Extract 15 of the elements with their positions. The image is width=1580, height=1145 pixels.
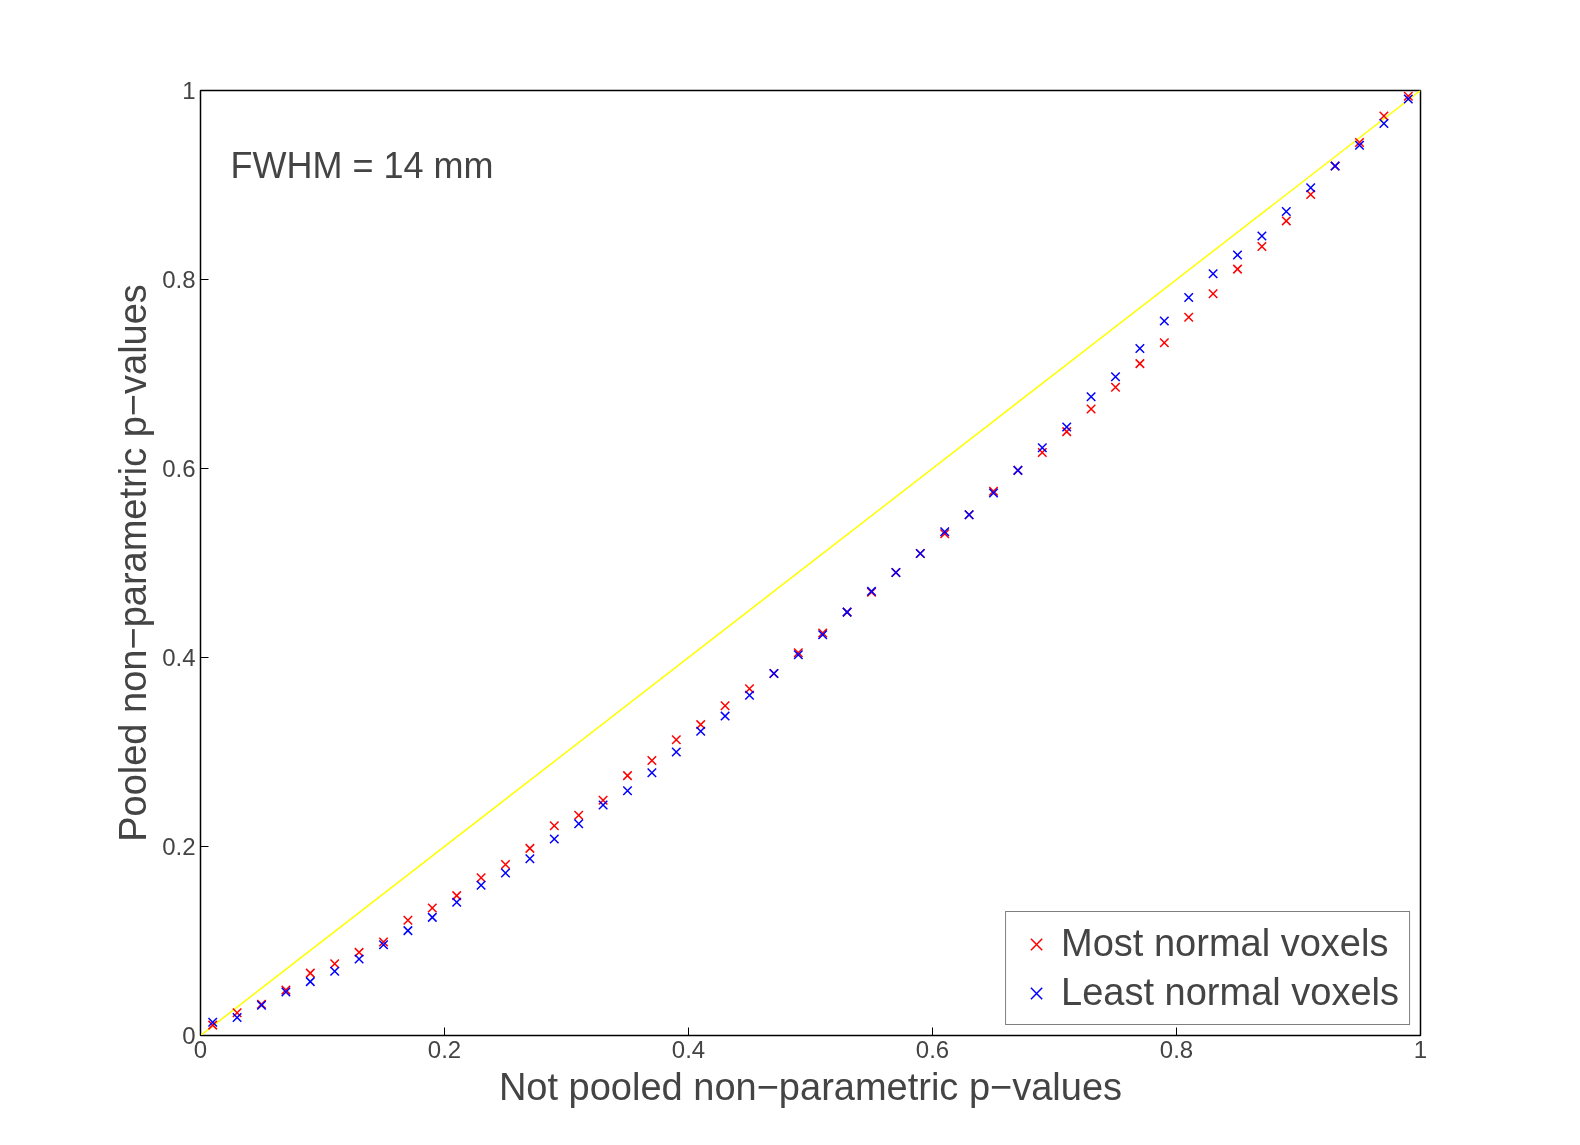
legend-label: Least normal voxels <box>1061 971 1399 1014</box>
x-tick-label: 0.6 <box>915 1035 950 1063</box>
y-tick-label: 0.8 <box>162 266 196 293</box>
x-tick-label: 1 <box>1413 1035 1428 1063</box>
y-axis-title: Pooled non−parametric p−values <box>112 284 155 842</box>
x-tick-label: 0.8 <box>1159 1035 1194 1063</box>
y-tick-label: 0.2 <box>162 833 196 860</box>
legend-label: Most normal voxels <box>1061 922 1389 965</box>
x-tick-label: 0.4 <box>671 1035 706 1063</box>
y-tick-label: 0.6 <box>162 455 196 482</box>
x-axis-title: Not pooled non−parametric p−values <box>498 1065 1123 1108</box>
y-tick-label: 1 <box>182 77 196 104</box>
annotation: FWHM = 14 mm <box>230 144 494 186</box>
x-tick-label: 0.2 <box>427 1035 462 1063</box>
y-tick-label: 0.4 <box>162 644 196 671</box>
